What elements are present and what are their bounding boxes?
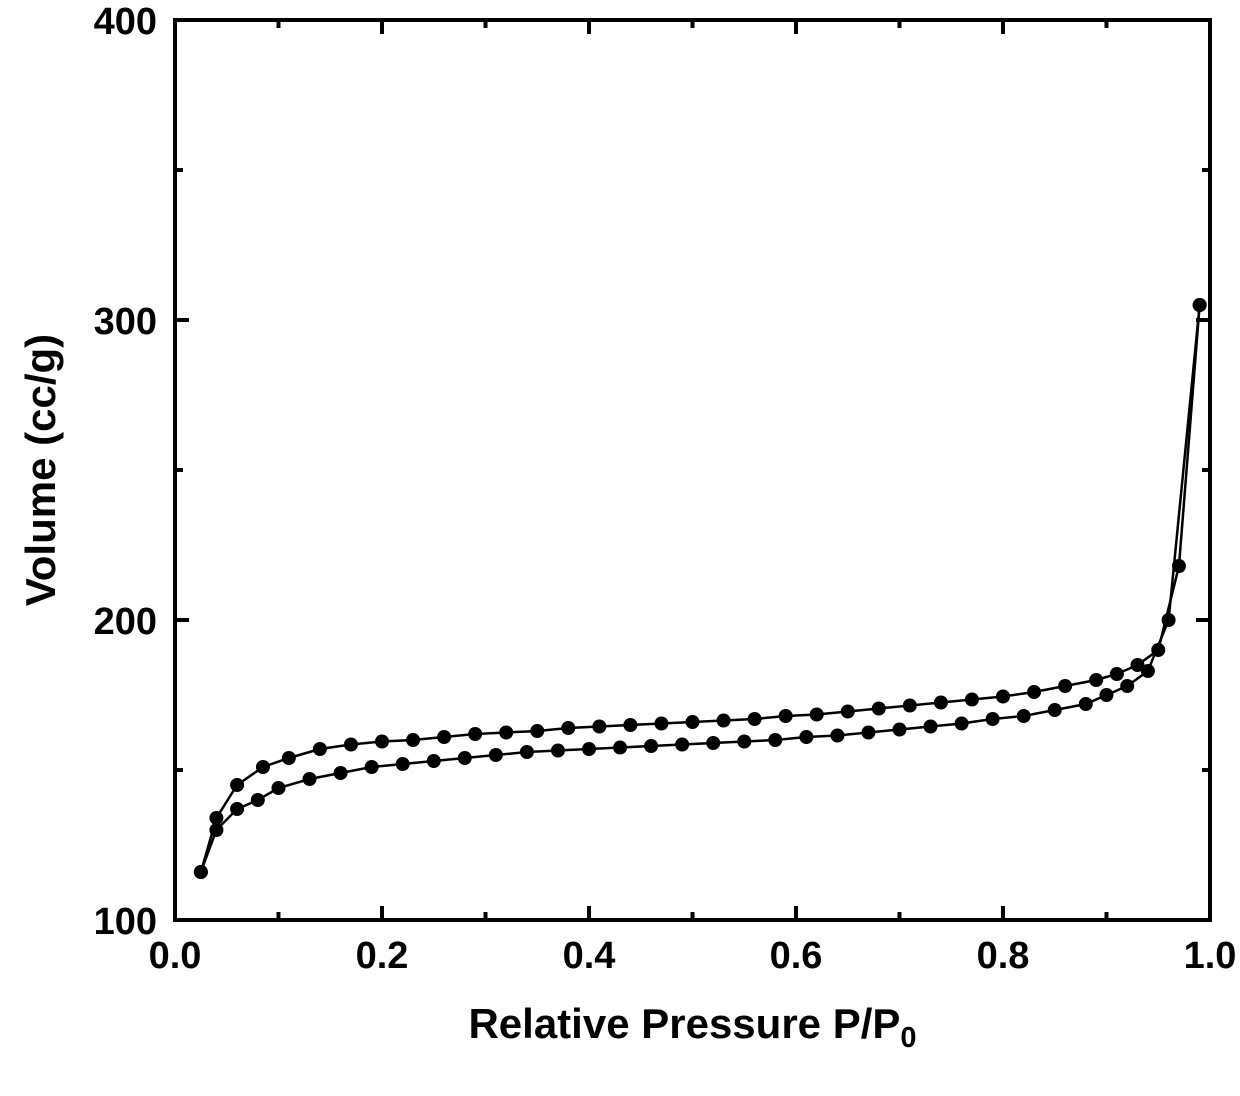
svg-text:0.8: 0.8 — [977, 935, 1030, 977]
svg-text:Volume (cc/g): Volume (cc/g) — [17, 334, 64, 606]
svg-text:400: 400 — [94, 1, 157, 43]
svg-text:1.0: 1.0 — [1184, 935, 1237, 977]
chart-svg: 0.00.20.40.60.81.0100200300400Volume (cc… — [0, 0, 1240, 1096]
svg-text:0.2: 0.2 — [356, 935, 409, 977]
svg-text:200: 200 — [94, 601, 157, 643]
isotherm-chart: 0.00.20.40.60.81.0100200300400Volume (cc… — [0, 0, 1240, 1096]
svg-text:300: 300 — [94, 301, 157, 343]
svg-text:0.4: 0.4 — [563, 935, 616, 977]
svg-text:Relative Pressure P/P0: Relative Pressure P/P0 — [468, 1000, 916, 1054]
svg-text:100: 100 — [94, 901, 157, 943]
svg-text:0.6: 0.6 — [770, 935, 823, 977]
